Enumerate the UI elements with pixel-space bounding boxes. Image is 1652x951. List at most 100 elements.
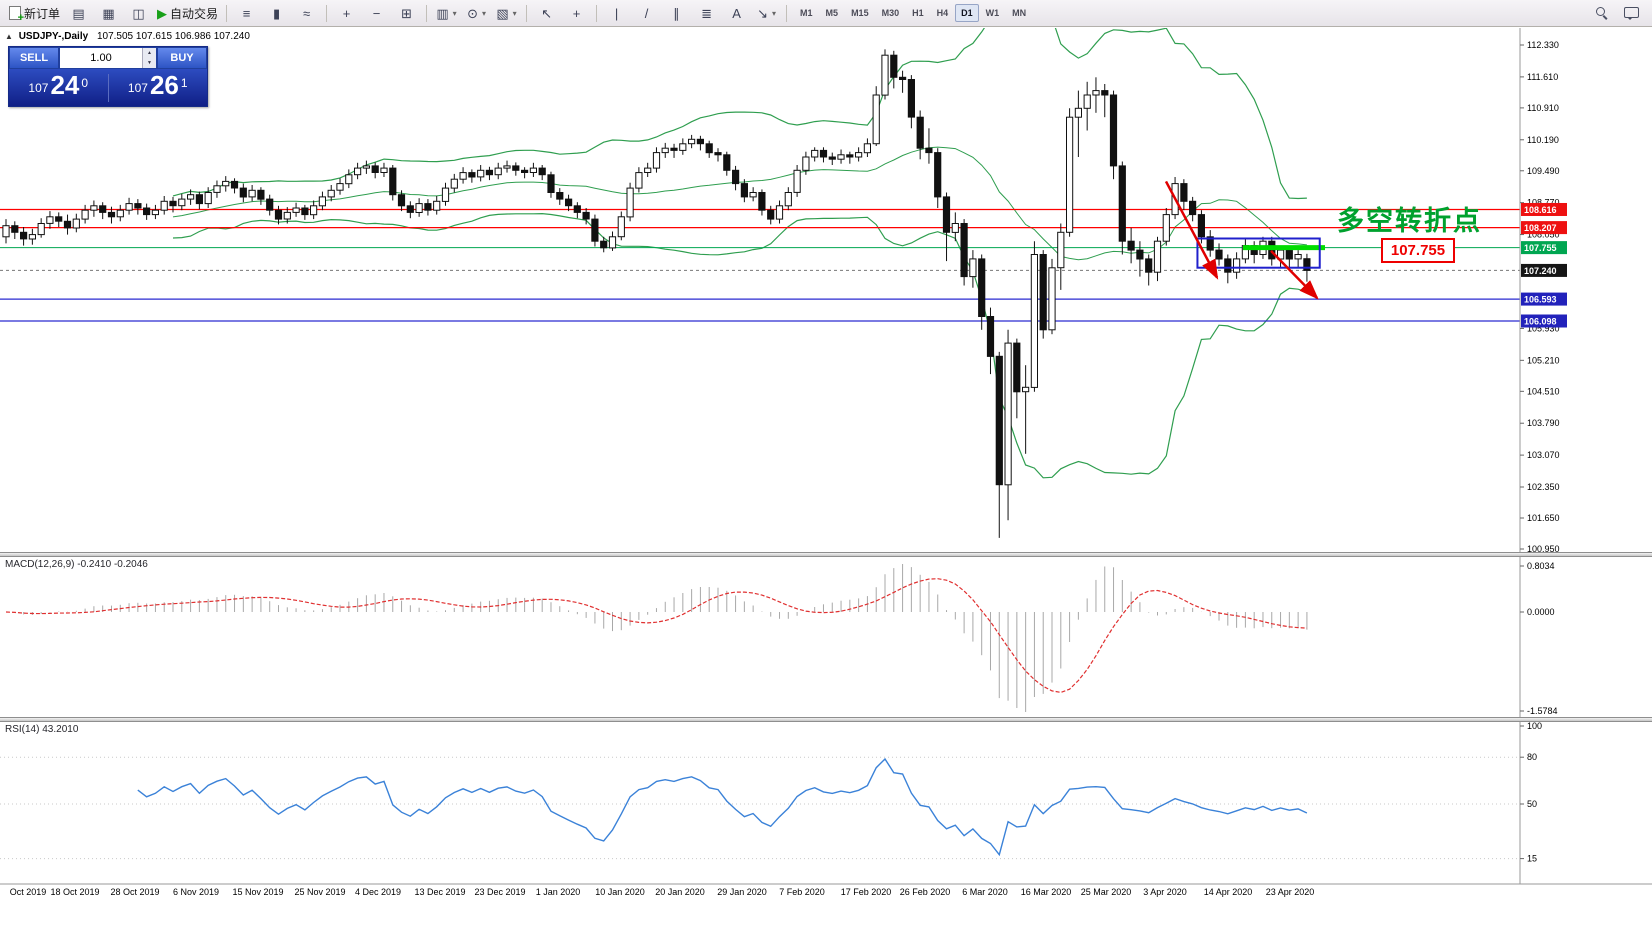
timeframe-m5[interactable]: M5: [825, 8, 839, 18]
rsi-panel: [0, 756, 1520, 860]
dropdown-caret-icon[interactable]: ▾: [481, 8, 486, 18]
spinner-down-icon[interactable]: ▼: [147, 60, 152, 66]
rsi-line: [137, 757, 1308, 857]
toolbar-separator: [326, 4, 328, 22]
line-chart-button[interactable]: ≈: [292, 2, 321, 24]
new-chart-button[interactable]: ▥ ▾: [432, 2, 461, 24]
price-tick-label: 110.910: [1527, 103, 1559, 113]
dropdown-caret-icon[interactable]: ▾: [771, 8, 776, 18]
price-tick-label: 112.330: [1527, 40, 1559, 50]
autotrading-play-icon: ▶: [157, 5, 168, 21]
candlestick-icon: ▮: [272, 5, 281, 21]
time-axis-label: 15 Nov 2019: [232, 887, 284, 897]
timeframe-m15[interactable]: M15: [851, 8, 869, 18]
vertical-line-button[interactable]: |: [602, 2, 631, 24]
template-icon: ▧: [496, 5, 509, 21]
volume-field[interactable]: 1.00 ▲ ▼: [59, 47, 157, 69]
price-badge: [1521, 202, 1567, 216]
buy-button[interactable]: BUY: [157, 47, 207, 69]
chart-title-bar: ▲ USDJPY-,Daily 107.505 107.615 106.986 …: [5, 31, 250, 42]
search-button[interactable]: [1587, 2, 1616, 24]
volume-value[interactable]: 1.00: [90, 52, 112, 64]
trade-panel-price-row: 107 24 0 107 26 1: [9, 69, 207, 106]
price-tick-label: 102.350: [1527, 482, 1560, 492]
trend-arrow: [1270, 250, 1319, 300]
navigator-button[interactable]: ◫: [124, 2, 153, 24]
cursor-icon: ↖: [541, 5, 552, 21]
zoom-out-button[interactable]: −: [362, 2, 391, 24]
sell-price-button[interactable]: 107 24 0: [9, 72, 108, 101]
time-axis-label: 25 Mar 2020: [1080, 887, 1132, 897]
candlestick-chart-button[interactable]: ▮: [262, 2, 291, 24]
zoom-in-button[interactable]: +: [332, 2, 361, 24]
bollinger-middle-band: [172, 146, 1307, 261]
bar-chart-button[interactable]: ≡: [232, 2, 261, 24]
data-window-button[interactable]: ▦: [94, 2, 123, 24]
timeframe-d1[interactable]: D1: [955, 4, 979, 22]
timeframe-h1[interactable]: H1: [912, 8, 924, 18]
timeframe-m30[interactable]: M30: [881, 8, 900, 18]
autotrading-button[interactable]: ▶ 自动交易: [154, 2, 221, 24]
trendline-button[interactable]: /: [632, 2, 661, 24]
price-badge-label: 108.207: [1524, 223, 1557, 233]
autotrading-button-label: 自动交易: [170, 6, 219, 21]
template-button[interactable]: ▧ ▾: [492, 2, 521, 24]
volume-spinner[interactable]: ▲ ▼: [142, 48, 156, 68]
time-axis-label: 17 Feb 2020: [840, 887, 892, 897]
price-badge-label: 108.616: [1524, 205, 1557, 215]
time-axis-label: 28 Oct 2019: [110, 887, 160, 897]
fibonacci-icon: ≣: [701, 5, 712, 21]
rsi-axis-label: 50: [1527, 799, 1537, 809]
macd-panel: [5, 564, 1308, 712]
chat-button[interactable]: [1617, 2, 1646, 24]
data-window-icon: ▦: [102, 5, 115, 21]
price-badge-label: 107.240: [1524, 266, 1557, 276]
sell-price-sup: 0: [81, 75, 89, 90]
timeframe-mn[interactable]: MN: [1012, 8, 1027, 18]
arrows-button[interactable]: ↘ ▾: [752, 2, 781, 24]
toolbar-separator: [786, 4, 788, 22]
one-click-trading-panel: SELL 1.00 ▲ ▼ BUY 107 24 0 107 26 1: [8, 46, 208, 107]
time-axis-label: 7 Feb 2020: [779, 887, 825, 897]
collapse-triangle-icon[interactable]: ▲: [5, 32, 13, 41]
time-axis-label: 6 Nov 2019: [172, 887, 220, 897]
candles-group: [2, 49, 1311, 538]
price-divider: [107, 73, 109, 102]
ohlc-readout: 107.505 107.615 106.986 107.240: [96, 31, 250, 42]
timeframe-w1[interactable]: W1: [985, 8, 1000, 18]
fibonacci-button[interactable]: ≣: [692, 2, 721, 24]
time-axis-label: 29 Jan 2020: [717, 887, 767, 897]
period-button[interactable]: ⊙ ▾: [462, 2, 491, 24]
macd-panel-splitter[interactable]: [0, 552, 1652, 557]
time-axis-label: 23 Dec 2019: [474, 887, 526, 897]
buy-price-button[interactable]: 107 26 1: [109, 72, 208, 101]
symbol-period-label: USDJPY-,Daily: [18, 31, 89, 42]
buy-price-sup: 1: [180, 75, 188, 90]
tile-windows-icon: ⊞: [401, 5, 412, 21]
timeframe-h4[interactable]: H4: [936, 8, 949, 18]
dropdown-caret-icon[interactable]: ▾: [452, 8, 457, 18]
time-axis-label: 25 Nov 2019: [294, 887, 346, 897]
channel-button[interactable]: ∥: [662, 2, 691, 24]
text-button[interactable]: A: [722, 2, 751, 24]
tile-windows-button[interactable]: ⊞: [392, 2, 421, 24]
time-axis-label: Oct 2019: [9, 887, 47, 897]
crosshair-button[interactable]: +: [562, 2, 591, 24]
price-tick-label: 110.190: [1527, 135, 1559, 145]
spinner-up-icon[interactable]: ▲: [147, 50, 152, 56]
price-tick-label: 111.610: [1527, 72, 1558, 82]
sell-button[interactable]: SELL: [9, 47, 59, 69]
market-watch-button[interactable]: ▤: [64, 2, 93, 24]
time-axis-label: 4 Dec 2019: [354, 887, 402, 897]
toolbar-separator: [526, 4, 528, 22]
timeframe-m1[interactable]: M1: [800, 8, 813, 18]
new-order-button[interactable]: 新订单: [6, 2, 63, 24]
rsi-panel-splitter[interactable]: [0, 717, 1652, 722]
price-tick-label: 108.770: [1527, 198, 1560, 208]
price-tick-label: 103.070: [1527, 450, 1560, 460]
price-tick-label: 105.210: [1527, 355, 1560, 365]
dropdown-caret-icon[interactable]: ▾: [512, 8, 517, 18]
trendline-icon: /: [644, 5, 649, 21]
cursor-button[interactable]: ↖: [532, 2, 561, 24]
